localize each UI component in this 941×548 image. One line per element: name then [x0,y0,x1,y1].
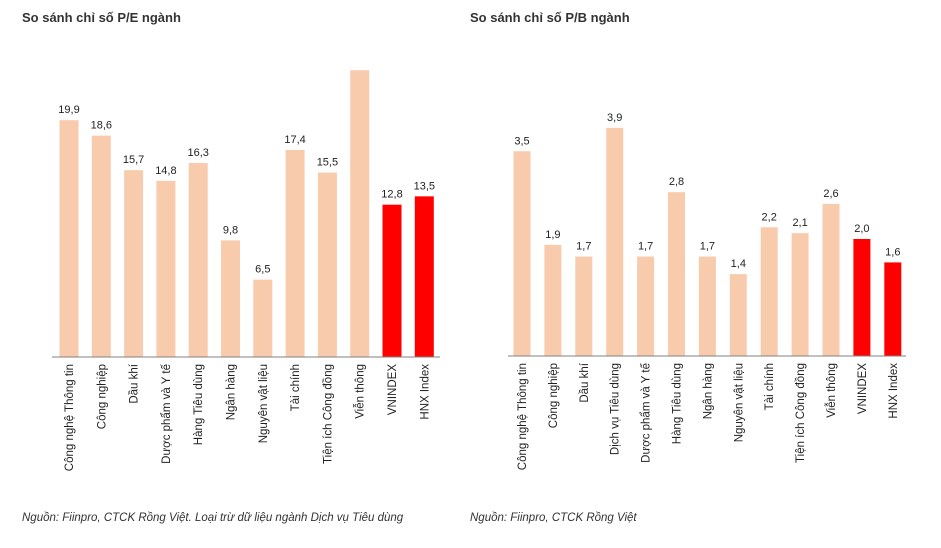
pb-data-label: 2,2 [762,211,777,223]
pb-bar [698,256,716,356]
pe-category-label: Tài chính [290,364,302,411]
pb-bar [606,127,624,356]
pb-category-label: Công nghiệp [548,363,560,428]
pe-category-label: Hàng Tiêu dùng [193,364,205,445]
pe-category-label: VNINDEX [387,364,399,415]
pb-bar [791,233,809,356]
pb-data-label: 3,9 [607,112,622,124]
pe-category-label: HNX Index [419,364,431,420]
pb-bar [637,256,655,356]
pb-data-label: 1,7 [700,241,715,253]
pb-category-label: Ngân hàng [702,363,714,419]
pb-bar [575,256,593,356]
pe-data-label: 15,7 [123,154,144,166]
pe-category-label: Dầu khí [129,363,141,403]
pe-category-label: Nguyên vật liệu [258,364,270,443]
pb-data-label: 1,7 [638,241,653,253]
pb-data-label: 2,6 [823,188,838,200]
pb-data-label: 3,5 [514,135,529,147]
pb-category-label: Tiện ích Công đồng [795,363,807,463]
pe-data-label: 12,8 [381,189,402,201]
pb-category-label: Viễn thông [825,363,838,418]
pe-bar [382,204,402,357]
pe-category-label: Dược phẩm và Y tế [161,363,173,463]
pe-bar [221,240,240,357]
pe-category-label: Công nghệ Thông tin [64,364,76,471]
pb-source-note: Nguồn: Fiinpro, CTCK Rồng Việt [470,512,637,524]
pb-bar [729,274,747,356]
pe-bar [414,196,434,357]
pb-bar [544,244,562,356]
pb-data-label: 2,0 [854,223,869,235]
pe-bar [317,172,337,357]
pe-data-label: 14,8 [155,165,176,177]
pb-data-label: 1,4 [731,258,746,270]
pe-data-label: 17,4 [284,134,305,146]
pe-data-label: 13,5 [414,180,435,192]
pe-bar [350,70,370,358]
pb-data-label: 1,7 [576,241,591,253]
pe-bar [253,279,273,357]
pe-bar [124,170,144,357]
pe-bar [59,120,79,357]
pe-data-label: 18,6 [91,120,112,132]
pb-data-label: 1,9 [545,229,560,241]
pb-bar [822,203,840,356]
pb-category-label: Tài chính [764,363,776,410]
pe-chart-title: So sánh chỉ số P/E ngành [22,10,181,25]
pe-source-note: Nguồn: Fiinpro, CTCK Rồng Việt. Loại trừ… [22,512,404,524]
pe-category-label: Tiện ích Công đồng [322,364,334,464]
pe-data-label: 9,8 [223,224,238,236]
pe-category-label: Ngân hàng [226,364,238,420]
pb-data-label: 1,6 [885,246,900,258]
pe-data-label: 19,9 [58,104,79,116]
pe-bar [156,180,176,357]
pb-data-label: 2,1 [792,217,807,229]
pb-category-label: Dịch vụ Tiêu dùng [610,363,622,455]
pe-data-label: 6,5 [255,264,270,276]
pe-bar [285,149,305,357]
pb-bar [513,151,531,356]
pb-category-label: Nguyên vật liệu [733,363,745,442]
pe-category-label: Công nghiệp [96,364,108,429]
pe-bar [91,135,111,357]
pb-bar [853,239,871,356]
pe-category-label: Viễn thông [354,364,367,419]
pb-category-label: Hàng Tiêu dùng [672,363,684,444]
pb-category-label: Công nghệ Thông tin [517,363,529,470]
pe-data-label: 15,5 [317,157,338,169]
pe-bar [188,163,208,357]
pb-data-label: 2,8 [669,176,684,188]
pb-bar [668,192,685,356]
pe-data-label: 16,3 [187,147,208,159]
pb-category-label: Dầu khí [579,362,591,402]
pb-category-label: VNINDEX [857,363,869,414]
pb-category-label: Dược phẩm và Y tế [641,362,653,462]
pb-bar [884,262,902,356]
pb-bar [760,227,778,356]
pb-category-label: HNX Index [888,363,900,419]
pb-chart-title: So sánh chỉ số P/B ngành [470,10,630,25]
